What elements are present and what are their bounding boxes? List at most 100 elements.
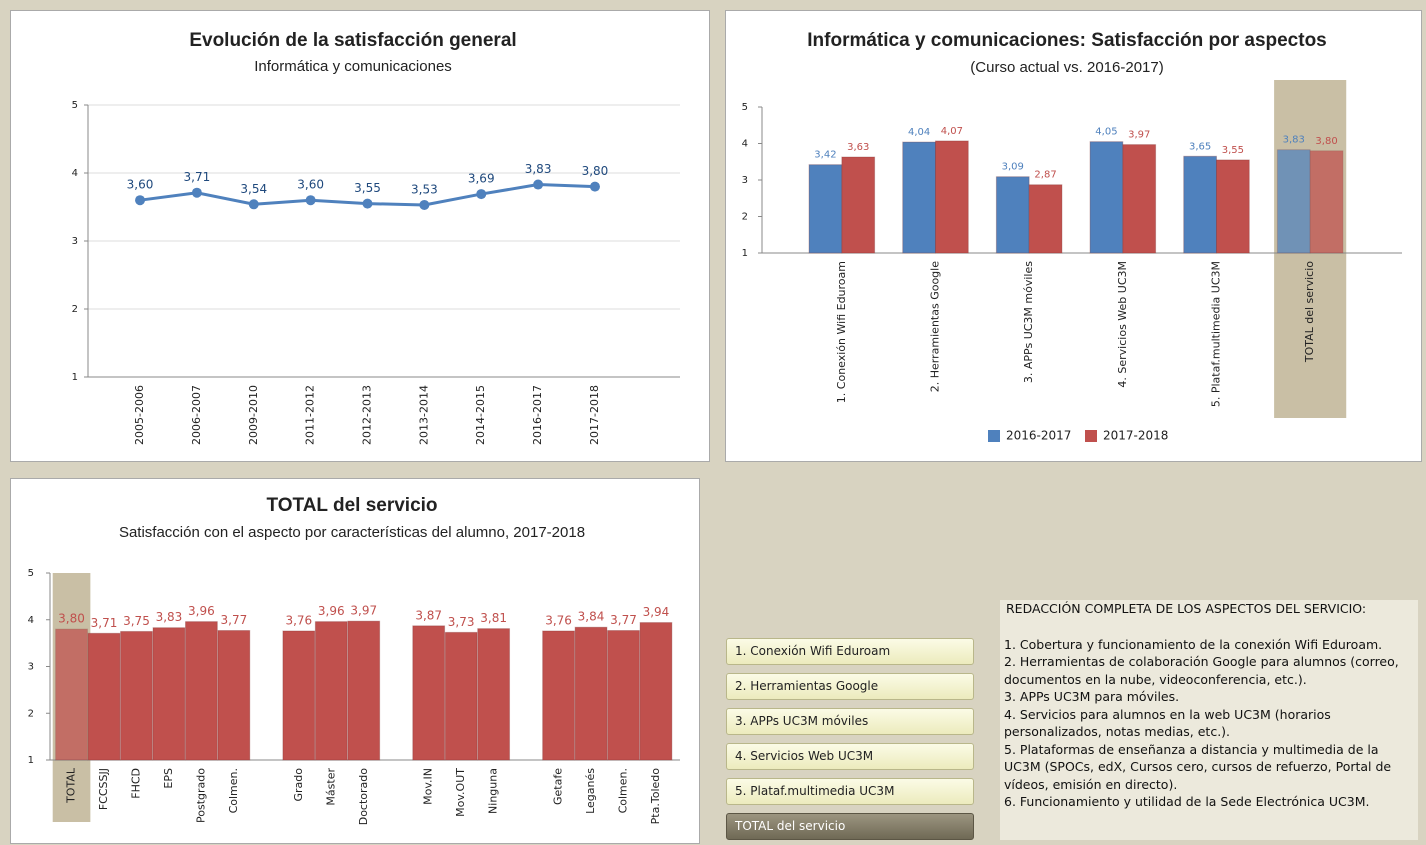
point <box>362 198 373 209</box>
value-label: 2,87 <box>1034 170 1056 181</box>
value-label: 3,76 <box>285 613 312 627</box>
y-tick-label: 2 <box>28 708 34 719</box>
point <box>419 199 430 210</box>
x-tick-label: Colmen. <box>616 768 629 813</box>
x-tick-label: 4. Servicios Web UC3M <box>1116 261 1129 388</box>
bar <box>574 626 608 761</box>
value-label: 3,60 <box>297 178 324 192</box>
description-panel: REDACCIÓN COMPLETA DE LOS ASPECTOS DEL S… <box>1000 600 1418 840</box>
point <box>476 189 487 200</box>
x-tick-label: 3. APPs UC3M móviles <box>1022 261 1035 383</box>
x-tick-label: Postgrado <box>194 768 207 823</box>
y-tick-label: 4 <box>72 168 78 179</box>
point <box>589 181 600 192</box>
aspect-button[interactable]: 4. Servicios Web UC3M <box>726 743 974 770</box>
x-tick-label: Máster <box>324 768 337 806</box>
y-tick-label: 5 <box>28 568 34 579</box>
x-tick-label: 2006-2007 <box>190 385 203 445</box>
x-tick-label: Pta.Toledo <box>649 768 662 825</box>
value-label: 3,80 <box>1315 136 1337 147</box>
bar <box>282 630 316 761</box>
aspect-button[interactable]: 2. Herramientas Google <box>726 673 974 700</box>
chart-subtitle: Informática y comunicaciones <box>254 58 452 75</box>
bar <box>120 630 153 761</box>
value-label: 4,04 <box>908 127 930 138</box>
chart-title: Evolución de la satisfacción general <box>189 30 516 51</box>
y-tick-label: 3 <box>72 236 78 247</box>
aspect-button[interactable]: 5. Plataf.multimedia UC3M <box>726 778 974 805</box>
bar <box>995 176 1030 254</box>
value-label: 3,96 <box>188 604 215 618</box>
aspect-button[interactable]: 3. APPs UC3M móviles <box>726 708 974 735</box>
description-heading: REDACCIÓN COMPLETA DE LOS ASPECTOS DEL S… <box>1006 601 1367 616</box>
value-label: 3,60 <box>127 178 154 192</box>
x-tick-label: EPS <box>162 768 175 789</box>
y-tick-label: 2 <box>72 304 78 315</box>
value-label: 3,71 <box>91 616 118 630</box>
bar <box>607 630 640 761</box>
bar <box>1028 184 1063 254</box>
value-label: 4,07 <box>941 126 963 137</box>
aspect-button[interactable]: TOTAL del servicio <box>726 813 974 840</box>
panel <box>10 10 710 462</box>
x-tick-label: 2017-2018 <box>588 385 601 445</box>
x-tick-label: Mov.OUT <box>454 768 467 817</box>
value-label: 3,77 <box>610 613 637 627</box>
value-label: 3,42 <box>814 150 836 161</box>
y-tick-label: 4 <box>28 615 34 626</box>
x-tick-label: 2011-2012 <box>304 385 317 445</box>
value-label: 3,80 <box>582 164 609 178</box>
bar <box>314 621 348 761</box>
value-label: 3,55 <box>354 181 381 195</box>
bar <box>808 164 843 254</box>
x-tick-label: Ninguna <box>487 768 500 814</box>
bar <box>841 156 876 254</box>
y-tick-label: 1 <box>742 248 748 259</box>
value-label: 3,75 <box>123 614 150 628</box>
value-label: 3,96 <box>318 604 345 618</box>
x-tick-label: TOTAL <box>65 767 78 804</box>
value-label: 3,09 <box>1002 162 1024 173</box>
bar <box>542 630 575 761</box>
value-label: 3,63 <box>847 142 869 153</box>
value-label: 3,94 <box>643 605 670 619</box>
value-label: 3,73 <box>448 615 475 629</box>
x-tick-label: Doctorado <box>357 768 370 826</box>
bar <box>152 627 186 761</box>
x-tick-label: 2014-2015 <box>474 385 487 445</box>
x-tick-label: TOTAL del servicio <box>1303 261 1316 363</box>
x-tick-label: 1. Conexión Wifi Eduroam <box>835 261 848 403</box>
description-list: 1. Cobertura y funcionamiento de la cone… <box>1004 636 1414 811</box>
bar <box>902 141 937 254</box>
bar <box>412 625 446 761</box>
aspect-button[interactable]: 1. Conexión Wifi Eduroam <box>726 638 974 665</box>
bar <box>477 628 511 761</box>
x-tick-label: 5. Plataf.multimedia UC3M <box>1210 261 1223 407</box>
description-item: 4. Servicios para alumnos en la web UC3M… <box>1004 706 1331 740</box>
value-label: 3,97 <box>350 604 377 618</box>
x-tick-label: 2005-2006 <box>133 385 146 445</box>
bar <box>217 630 251 761</box>
x-tick-label: Grado <box>292 768 305 802</box>
y-tick-label: 3 <box>28 662 34 673</box>
y-tick-label: 5 <box>72 100 78 111</box>
x-tick-label: FHCD <box>129 768 142 799</box>
value-label: 3,83 <box>525 162 552 176</box>
bar <box>1089 141 1124 254</box>
value-label: 3,71 <box>184 170 211 184</box>
y-tick-label: 3 <box>742 175 748 186</box>
chart-title: TOTAL del servicio <box>266 495 437 516</box>
chart-title: Informática y comunicaciones: Satisfacci… <box>807 30 1327 51</box>
x-tick-label: 2013-2014 <box>417 385 430 445</box>
bar <box>444 631 478 761</box>
bar <box>87 632 121 761</box>
point <box>191 187 202 198</box>
description-item: 1. Cobertura y funcionamiento de la cone… <box>1004 636 1383 652</box>
value-label: 3,54 <box>240 182 267 196</box>
x-tick-label: FCCSSJJ <box>97 768 110 810</box>
value-label: 3,53 <box>411 182 438 196</box>
x-tick-label: Colmen. <box>227 768 240 813</box>
value-label: 3,69 <box>468 172 495 186</box>
y-tick-label: 4 <box>742 139 748 150</box>
